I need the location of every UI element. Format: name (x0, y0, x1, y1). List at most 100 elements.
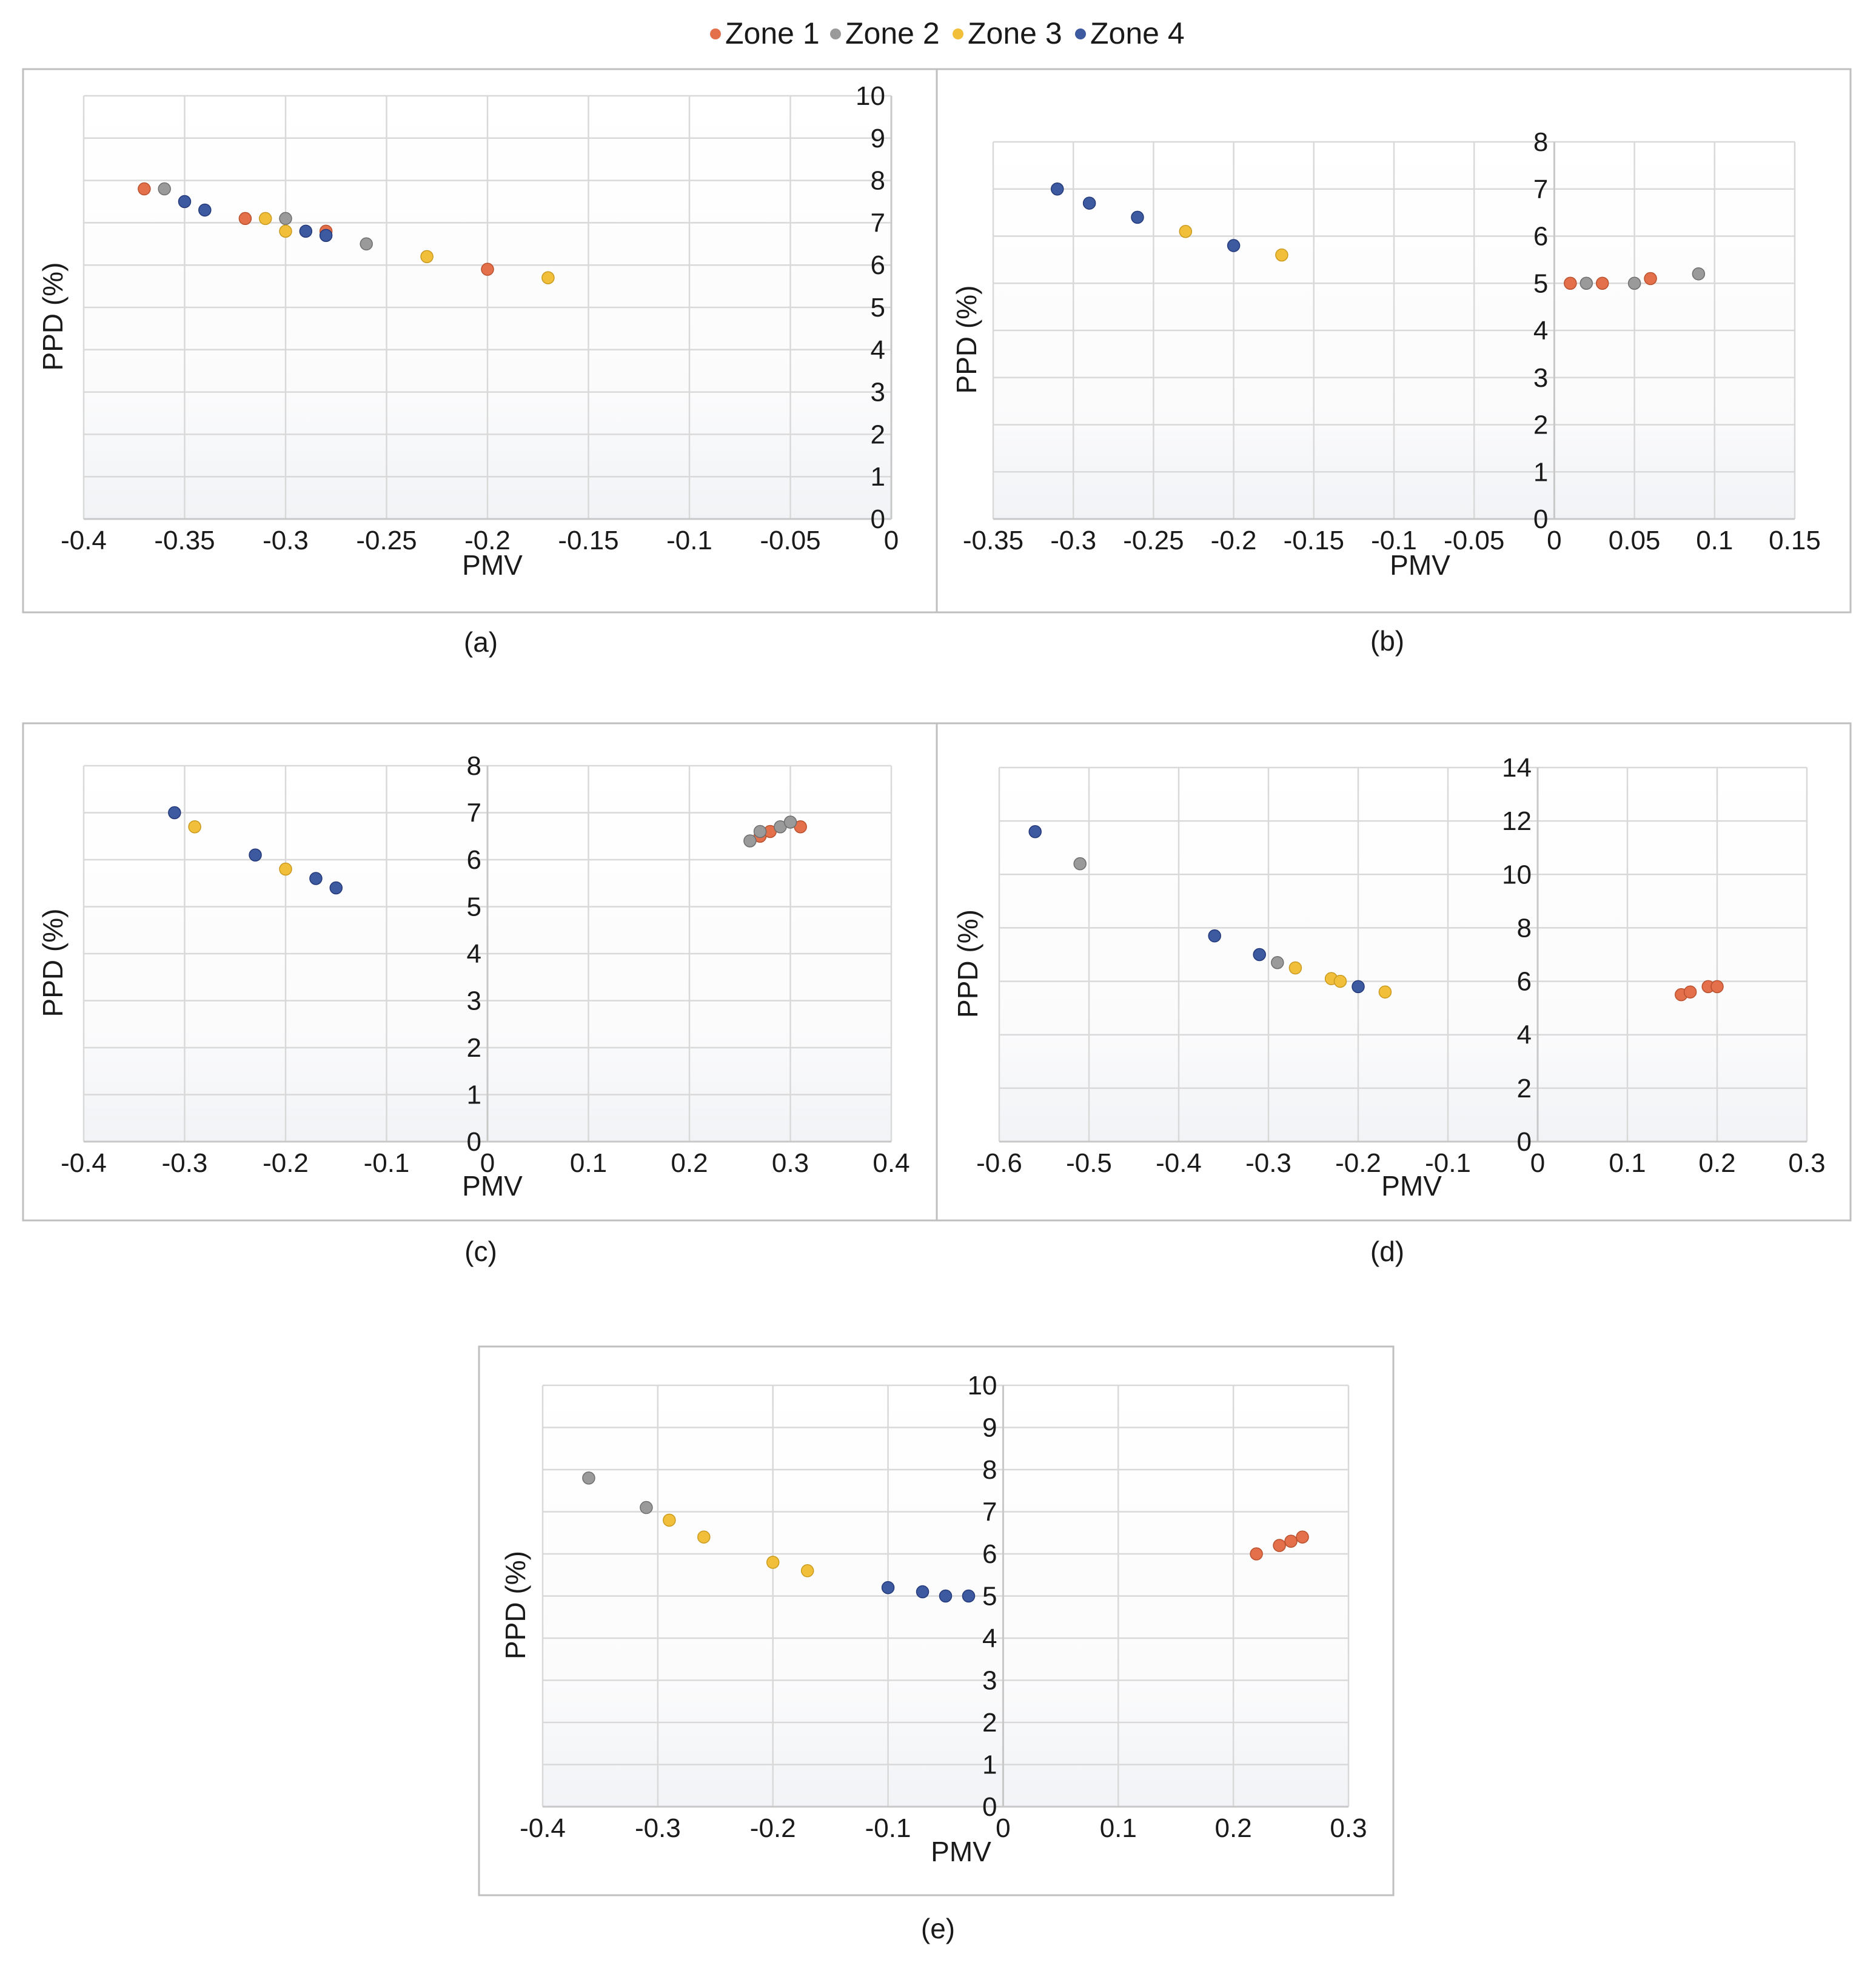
data-point (178, 195, 192, 209)
x-tick-label: 0 (1530, 1148, 1545, 1178)
y-tick-label: 8 (1533, 127, 1548, 157)
series-zone-1 (753, 820, 807, 843)
y-tick-label: 4 (871, 335, 885, 365)
data-point (1627, 276, 1641, 290)
data-point (1692, 267, 1706, 281)
plot-area (999, 768, 1807, 1142)
series-zone-3 (258, 212, 555, 284)
x-tick-label: -0.1 (1371, 526, 1417, 555)
data-point (1284, 1534, 1298, 1548)
data-point (582, 1471, 595, 1485)
data-point (1271, 955, 1284, 969)
x-tick-label: -0.1 (364, 1148, 410, 1178)
y-tick-label: 0 (982, 1792, 997, 1822)
data-point (360, 237, 373, 251)
x-tick-label: 0.3 (772, 1148, 809, 1178)
y-tick-label: 7 (982, 1497, 997, 1527)
series-zone-2 (743, 815, 797, 848)
legend: Zone 1 Zone 2 Zone 3 Zone 4 (710, 16, 1185, 50)
data-point (1227, 239, 1241, 252)
legend-label-zone-3: Zone 3 (968, 16, 1062, 50)
y-tick-label: 2 (982, 1708, 997, 1738)
x-tick-label: -0.1 (666, 526, 712, 555)
series-zone-4 (168, 806, 343, 895)
data-point (299, 224, 313, 238)
y-tick-label: 3 (467, 986, 481, 1016)
x-tick-label: -0.35 (963, 526, 1023, 555)
data-point (1051, 182, 1064, 196)
y-tick-label: 2 (1533, 410, 1548, 440)
y-axis-title: PPD (%) (37, 263, 69, 371)
data-point (309, 872, 323, 885)
panel-caption: (d) (1370, 1236, 1404, 1267)
data-point (279, 212, 292, 226)
data-point (138, 182, 151, 196)
y-tick-label: 4 (467, 939, 481, 969)
y-tick-label: 3 (871, 378, 885, 407)
x-tick-label: -0.25 (356, 526, 417, 555)
x-tick-label: -0.5 (1066, 1148, 1112, 1178)
series-zone-1 (1675, 980, 1724, 1002)
data-point (1288, 961, 1302, 975)
x-tick-label: 0.3 (1330, 1813, 1367, 1843)
x-tick-label: -0.2 (750, 1813, 796, 1843)
data-point (1710, 980, 1724, 994)
legend-item-zone-1: Zone 1 (710, 16, 820, 50)
x-tick-label: -0.4 (61, 1148, 107, 1178)
series-zone-3 (1288, 961, 1392, 999)
x-tick-label: -0.2 (1335, 1148, 1381, 1178)
panel-caption: (e) (921, 1913, 955, 1944)
y-tick-label: 8 (982, 1455, 997, 1485)
x-tick-label: -0.15 (558, 526, 618, 555)
series-zone-3 (1179, 224, 1288, 262)
chart-panel-c: 0 1 2 3 4 5 6 7 8 -0.4 -0.3 -0.2 -0.1 0 0.1 0.2 0.3 0.4 PM… (22, 722, 938, 1267)
y-tick-label: 3 (1533, 363, 1548, 393)
y-tick-label: 7 (1533, 175, 1548, 204)
x-tick-label: 0 (1547, 526, 1561, 555)
y-tick-label: 0 (1533, 504, 1548, 534)
y-tick-label: 0 (467, 1127, 481, 1157)
data-point (1683, 985, 1697, 999)
data-point (238, 212, 252, 226)
x-tick-label: -0.6 (976, 1148, 1022, 1178)
x-tick-label: 0.2 (1215, 1813, 1252, 1843)
series-zone-4 (881, 1581, 976, 1603)
chart-panel-d: 0 2 4 6 8 10 12 14 -0.6 -0.5 -0.4 -0.3 -0.2 -0.1 0 0.1 0… (936, 722, 1852, 1267)
x-tick-label: 0 (996, 1813, 1010, 1843)
series-zone-4 (1028, 825, 1365, 994)
x-tick-label: -0.3 (1245, 1148, 1291, 1178)
y-tick-label: 4 (982, 1624, 997, 1653)
series-zone-3 (188, 820, 292, 876)
x-tick-label: -0.25 (1123, 526, 1184, 555)
data-point (188, 820, 201, 834)
data-point (962, 1589, 976, 1603)
legend-marker-zone-2 (830, 28, 841, 39)
y-axis-title: PPD (%) (952, 909, 983, 1018)
y-tick-label: 6 (871, 250, 885, 280)
data-point (168, 806, 181, 820)
y-tick-label: 3 (982, 1666, 997, 1696)
y-tick-label: 7 (467, 798, 481, 828)
x-tick-label: -0.15 (1284, 526, 1344, 555)
y-tick-label: 5 (467, 892, 481, 922)
data-point (640, 1501, 653, 1514)
series-zone-1 (1250, 1530, 1309, 1561)
data-point (1250, 1547, 1263, 1561)
data-point (1580, 276, 1593, 290)
legend-item-zone-3: Zone 3 (953, 16, 1062, 50)
y-tick-label: 4 (1533, 316, 1548, 346)
x-tick-label: -0.4 (61, 526, 107, 555)
series-zone-4 (1051, 182, 1241, 252)
y-tick-label: 5 (982, 1582, 997, 1611)
data-point (249, 848, 262, 862)
data-point (1028, 825, 1042, 838)
x-tick-label: -0.35 (154, 526, 215, 555)
data-point (783, 815, 797, 829)
x-tick-label: 0.1 (1609, 1148, 1646, 1178)
y-tick-label: 8 (1517, 913, 1532, 943)
data-point (916, 1585, 930, 1599)
y-tick-label: 6 (467, 845, 481, 875)
data-point (939, 1589, 953, 1603)
y-tick-label: 10 (967, 1371, 997, 1400)
